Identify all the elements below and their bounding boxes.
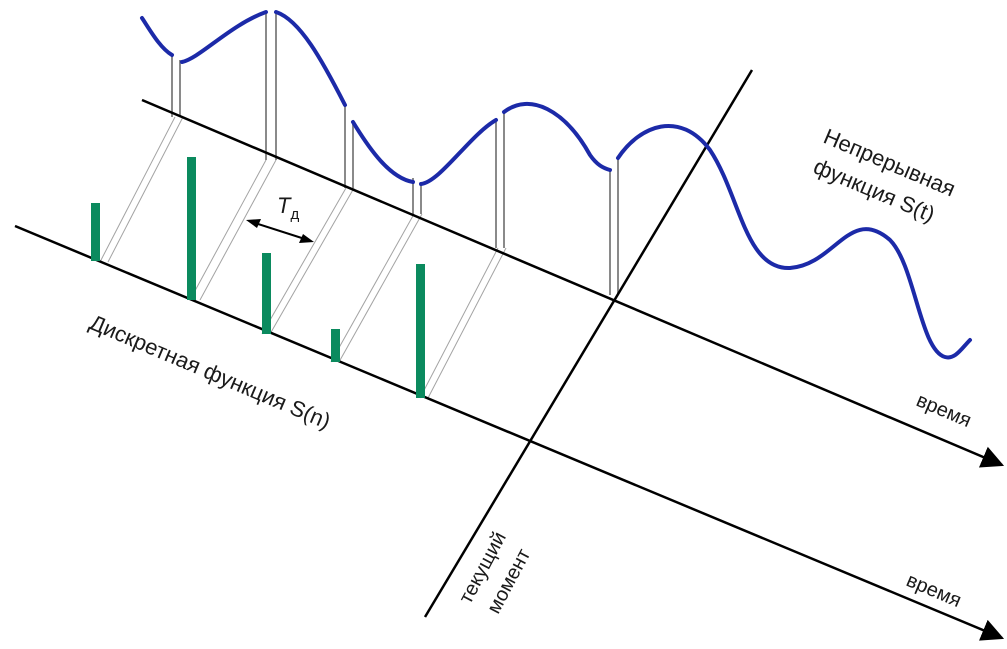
sampling-period-label: Tд <box>277 193 299 223</box>
discrete-bar <box>187 157 196 300</box>
lower-time-axis <box>14 224 1005 641</box>
upper-time-axis <box>141 98 1005 468</box>
projection-lines <box>99 116 507 399</box>
lower-time-label: время <box>903 569 964 612</box>
continuous-function-curve <box>140 10 972 360</box>
discrete-bar <box>262 253 271 334</box>
upper-time-label: время <box>913 389 974 432</box>
sample-drop-lines <box>171 12 619 295</box>
discrete-function-bars <box>91 157 425 398</box>
discrete-bar <box>416 264 425 398</box>
discrete-function-label: Дискретная функция S(n) <box>86 310 334 434</box>
current-moment-line <box>423 69 754 618</box>
sampling-period-arrow <box>246 219 314 243</box>
discrete-bar <box>331 329 340 362</box>
discrete-bar <box>91 203 100 261</box>
